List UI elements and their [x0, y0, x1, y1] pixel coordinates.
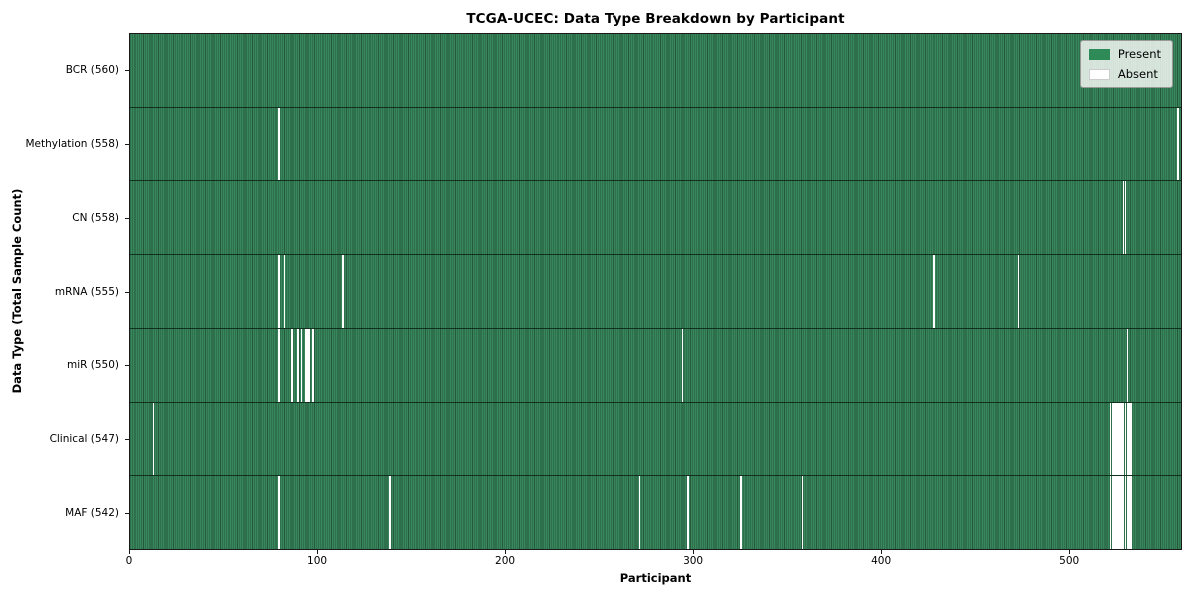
absent-stripe — [1124, 476, 1127, 550]
x-tick-mark — [1069, 550, 1071, 554]
y-tick-label-maf: MAF (542) — [65, 507, 119, 520]
y-tick-mark — [125, 365, 129, 367]
absent-stripe — [278, 476, 280, 550]
absent-stripe — [278, 107, 280, 181]
absent-stripe — [152, 402, 155, 476]
y-tick-mark — [125, 143, 129, 145]
y-tick-mark — [125, 217, 129, 219]
absent-stripe — [1113, 402, 1115, 476]
absent-stripe — [1117, 402, 1119, 476]
absent-stripe — [1017, 255, 1020, 328]
absent-stripe — [1117, 476, 1119, 550]
absent-stripe — [278, 328, 280, 402]
absent-stripe — [687, 476, 689, 550]
absent-stripe — [739, 476, 742, 550]
x-axis-label: Participant — [619, 571, 692, 585]
absent-stripe — [1130, 476, 1132, 550]
absent-stripe — [1111, 402, 1114, 476]
absent-stripe — [278, 255, 280, 328]
absent-stripe — [1119, 476, 1121, 550]
absent-stripe — [1130, 402, 1132, 476]
y-tick-label-mir: miR (550) — [66, 359, 119, 372]
absent-stripe — [1126, 402, 1129, 476]
y-tick-mark — [125, 69, 129, 71]
absent-stripe — [1122, 181, 1125, 255]
legend-entry-absent: Absent — [1088, 67, 1161, 81]
y-tick-label-clinical: Clinical (547) — [49, 433, 119, 446]
absent-stripe — [1115, 402, 1117, 476]
absent-stripe — [388, 476, 391, 550]
legend: Present Absent — [1079, 40, 1173, 88]
x-tick-label: 0 — [125, 555, 133, 567]
x-tick-label: 500 — [1059, 555, 1080, 567]
x-tick-label: 300 — [683, 555, 704, 567]
absent-stripe — [801, 476, 804, 550]
absent-stripe — [297, 328, 299, 402]
absent-stripe — [1126, 328, 1129, 402]
absent-stripe — [1111, 476, 1114, 550]
y-tick-label-bcr: BCR (560) — [65, 63, 119, 76]
absent-stripe — [1128, 476, 1130, 550]
x-axis-ticks: 0 100 200 300 400 500 — [125, 550, 1182, 572]
absent-swatch-icon — [1088, 68, 1110, 80]
x-tick-label: 100 — [307, 555, 328, 567]
absent-stripe — [304, 328, 307, 402]
x-tick-mark — [693, 550, 695, 554]
legend-label: Present — [1117, 47, 1161, 61]
absent-stripe — [291, 328, 293, 402]
absent-stripe — [1115, 476, 1117, 550]
y-tick-label-methylation: Methylation (558) — [25, 137, 119, 150]
plot-area: Present Absent — [129, 33, 1182, 550]
heatmap-row-cn — [130, 181, 1181, 256]
present-swatch-icon — [1088, 48, 1110, 60]
absent-stripe — [342, 255, 344, 328]
absent-stripe — [1113, 476, 1115, 550]
absent-stripe — [681, 328, 684, 402]
absent-stripe — [1120, 476, 1123, 550]
heatmap-row-maf — [130, 476, 1181, 550]
x-tick-label: 400 — [871, 555, 892, 567]
heatmap-row-mir — [130, 328, 1181, 403]
heatmap-row-clinical — [130, 402, 1181, 477]
y-tick-label-cn: CN (558) — [72, 211, 119, 224]
absent-stripe — [312, 328, 314, 402]
absent-stripe — [300, 328, 303, 402]
x-tick-mark — [881, 550, 883, 554]
y-axis-ticks: BCR (560) Methylation (558) CN (558) mRNA (… — [0, 33, 129, 550]
absent-stripe — [1122, 476, 1125, 550]
absent-stripe — [308, 328, 310, 402]
legend-entry-present: Present — [1088, 47, 1161, 61]
absent-stripe — [1126, 476, 1129, 550]
absent-stripe — [1124, 402, 1127, 476]
absent-stripe — [1124, 181, 1127, 255]
absent-stripe — [1119, 402, 1121, 476]
x-tick-label: 200 — [495, 555, 516, 567]
absent-stripe — [1109, 476, 1112, 550]
absent-stripe — [1128, 402, 1130, 476]
absent-stripe — [283, 255, 286, 328]
y-tick-mark — [125, 291, 129, 293]
chart-title: TCGA-UCEC: Data Type Breakdown by Partic… — [466, 11, 845, 27]
x-tick-mark — [317, 550, 319, 554]
absent-stripe — [638, 476, 641, 550]
y-tick-mark — [125, 513, 129, 515]
x-tick-mark — [129, 550, 130, 554]
legend-label: Absent — [1117, 67, 1158, 81]
absent-stripe — [1177, 107, 1179, 181]
heatmap-row-methylation — [130, 107, 1181, 182]
absent-stripe — [1109, 402, 1112, 476]
y-tick-label-mrna: mRNA (555) — [54, 285, 119, 298]
heatmap-row-mrna — [130, 255, 1181, 329]
absent-stripe — [1120, 402, 1123, 476]
absent-stripe — [933, 255, 935, 328]
absent-stripe — [306, 328, 308, 402]
y-tick-mark — [125, 439, 129, 441]
heatmap-row-bcr — [130, 34, 1181, 108]
x-tick-mark — [505, 550, 507, 554]
absent-stripe — [1122, 402, 1125, 476]
